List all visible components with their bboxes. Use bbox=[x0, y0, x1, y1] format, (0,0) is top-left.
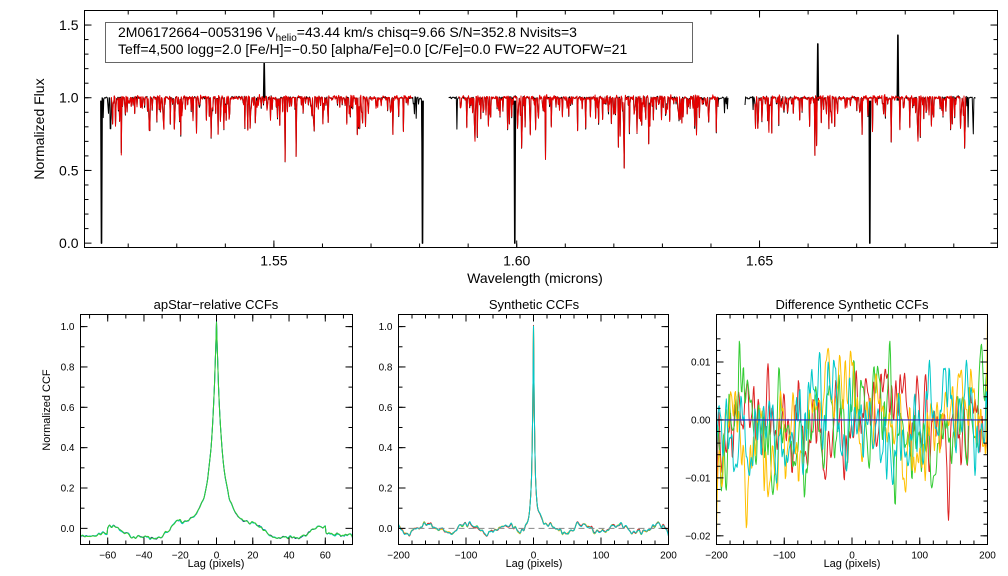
difference-ccf-frame bbox=[716, 314, 988, 545]
y-tick-label: 1.0 bbox=[59, 90, 79, 106]
x-tick-label: 0 bbox=[214, 551, 220, 562]
x-tick-label: −20 bbox=[172, 551, 189, 562]
x-tick-label: −200 bbox=[705, 551, 728, 562]
annotation-line-2: Teff=4,500 logg=2.0 [Fe/H]=−0.50 [alpha/… bbox=[118, 41, 627, 57]
y-tick-label: 1.0 bbox=[61, 322, 75, 333]
y-tick-label: 0.0 bbox=[61, 524, 75, 535]
x-tick-label: 60 bbox=[320, 551, 332, 562]
y-tick-label: −0.01 bbox=[685, 473, 711, 484]
x-tick-label: −40 bbox=[135, 551, 152, 562]
difference-ccf-line bbox=[716, 352, 988, 485]
y-tick-label: 0.8 bbox=[379, 362, 393, 373]
apstar-ccf-ticks: −60 −40 −20 0 20 40 60 0.0 0.2 0.4 0.6 0.8 1.0 bbox=[61, 314, 353, 562]
x-tick-label: −60 bbox=[99, 551, 116, 562]
difference-ccf-panel: −200 −100 0 100 200 −0.02 −0.01 0.00 0.01 Differ… bbox=[685, 297, 996, 570]
y-tick-label: 0.5 bbox=[59, 162, 79, 178]
spectrum-observed-feature bbox=[100, 100, 103, 244]
annotation-velocity: =43.44 km/s chisq=9.66 S/N=352.8 Nvisits… bbox=[297, 24, 577, 40]
spectrum-observed-feature bbox=[421, 100, 424, 244]
apstar-ccf-xlabel: Lag (pixels) bbox=[188, 558, 245, 570]
spectrum-synthetic-line bbox=[458, 94, 719, 169]
spectrum-xlabel: Wavelength (microns) bbox=[467, 270, 603, 286]
x-tick-label: −100 bbox=[455, 551, 478, 562]
y-tick-label: 0.2 bbox=[61, 484, 75, 495]
ccf-line bbox=[80, 321, 353, 540]
x-tick-label: 100 bbox=[911, 551, 928, 562]
x-tick-label: −200 bbox=[387, 551, 410, 562]
apstar-ccf-ylabel: Normalized CCF bbox=[41, 369, 53, 451]
x-tick-label: 1.65 bbox=[746, 253, 773, 269]
spectrum-observed-feature bbox=[262, 61, 266, 101]
x-tick-label: 100 bbox=[593, 551, 610, 562]
x-tick-label: 200 bbox=[979, 551, 996, 562]
spectrum-ticks: 1.55 1.60 1.65 0.0 0.5 1.0 1.5 bbox=[59, 10, 998, 269]
y-tick-label: 0.0 bbox=[59, 235, 79, 251]
x-tick-label: 20 bbox=[247, 551, 259, 562]
y-tick-label: 1.0 bbox=[379, 322, 393, 333]
annotation-line-1: 2M06172664−0053196 Vhelio=43.44 km/s chi… bbox=[118, 24, 577, 44]
apstar-ccf-panel: −60 −40 −20 0 20 40 60 0.0 0.2 0.4 0.6 0.8 1.0 apSta… bbox=[41, 297, 353, 570]
difference-ccf-series bbox=[716, 317, 988, 539]
x-tick-label: 1.55 bbox=[260, 253, 287, 269]
x-tick-label: 1.60 bbox=[503, 253, 530, 269]
y-tick-label: 0.0 bbox=[379, 524, 393, 535]
y-tick-label: 0.00 bbox=[691, 415, 711, 426]
x-tick-label: 40 bbox=[283, 551, 295, 562]
spectrum-observed-feature bbox=[816, 43, 820, 101]
y-tick-label: 0.8 bbox=[61, 362, 75, 373]
synthetic-ccf-title: Synthetic CCFs bbox=[489, 297, 580, 312]
difference-ccf-ticks: −200 −100 0 100 200 −0.02 −0.01 0.00 0.01 bbox=[685, 314, 996, 562]
y-tick-label: −0.02 bbox=[685, 531, 711, 542]
spectrum-frame bbox=[84, 10, 998, 248]
x-tick-label: 0 bbox=[849, 551, 855, 562]
spectrum-observed-feature bbox=[868, 100, 872, 244]
difference-ccf-line bbox=[716, 340, 988, 505]
spectrum-synthetic-line bbox=[754, 94, 967, 156]
y-tick-label: 0.01 bbox=[691, 358, 711, 369]
annotation-box bbox=[105, 22, 693, 63]
spectrum-observed-feature bbox=[513, 100, 517, 244]
y-tick-label: 0.6 bbox=[379, 403, 393, 414]
x-tick-label: −100 bbox=[773, 551, 796, 562]
annotation-helio-subscript: helio bbox=[276, 33, 298, 44]
spectrum-ylabel: Normalized Flux bbox=[31, 78, 47, 179]
difference-ccf-title: Difference Synthetic CCFs bbox=[776, 297, 929, 312]
ccf-line bbox=[398, 325, 669, 537]
synthetic-ccf-series bbox=[398, 324, 669, 537]
apstar-ccf-frame bbox=[80, 314, 353, 545]
difference-ccf-line bbox=[716, 317, 988, 539]
spectrum-panel: 1.55 1.60 1.65 0.0 0.5 1.0 1.5 2M06172664−0053… bbox=[31, 10, 998, 286]
apstar-ccf-series bbox=[80, 321, 353, 540]
difference-ccf-xlabel: Lag (pixels) bbox=[824, 558, 881, 570]
spectrum-series bbox=[100, 34, 976, 244]
y-tick-label: 0.4 bbox=[61, 443, 75, 454]
y-tick-label: 0.6 bbox=[61, 403, 75, 414]
ccf-line bbox=[80, 321, 353, 540]
synthetic-ccf-xlabel: Lag (pixels) bbox=[506, 558, 563, 570]
synthetic-ccf-panel: −200 −100 0 100 200 0.0 0.2 0.4 0.6 0.8 1.0 Synthe… bbox=[379, 297, 678, 570]
x-tick-label: 0 bbox=[531, 551, 537, 562]
spectrum-synthetic-line bbox=[110, 94, 413, 162]
apstar-ccf-title: apStar−relative CCFs bbox=[154, 297, 279, 312]
x-tick-label: 200 bbox=[660, 551, 677, 562]
annotation-star-id: 2M06172664−0053196 V bbox=[118, 24, 276, 40]
synthetic-ccf-frame bbox=[398, 314, 669, 545]
y-tick-label: 0.2 bbox=[379, 484, 393, 495]
y-tick-label: 1.5 bbox=[59, 17, 79, 33]
ccf-line bbox=[80, 321, 353, 540]
y-tick-label: 0.4 bbox=[379, 443, 393, 454]
spectrum-observed-feature bbox=[896, 34, 900, 101]
